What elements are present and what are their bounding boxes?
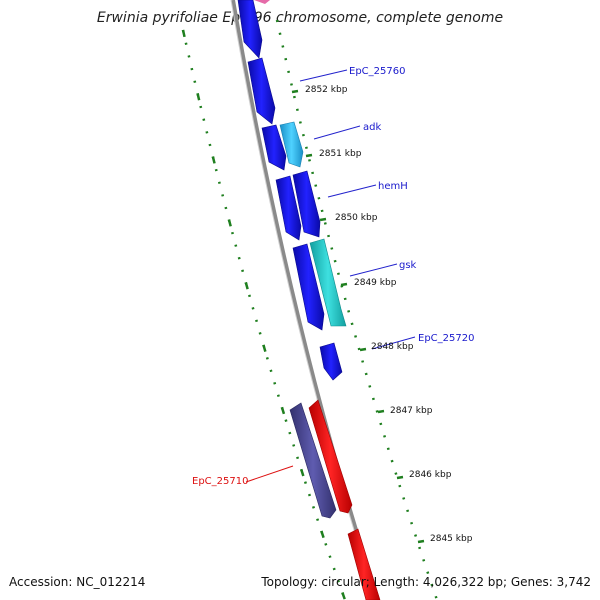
gene-label: gsk [399,260,417,271]
gene-arrow-blue [261,124,287,171]
leader-line [371,336,416,350]
kbp-tick [396,475,404,480]
kbp-label: 2851 kbp [319,149,362,159]
gene-arrow-red-bottom [347,528,381,600]
kbp-tick [305,153,313,158]
leader-line [327,184,377,198]
genome-backbone [231,0,380,600]
kbp-label: 2846 kbp [409,470,452,480]
kbp-label: 2848 kbp [371,342,414,352]
gene-arrow-blue-EpC_25720 [319,342,343,381]
gene-arrow-red [308,399,353,514]
kbp-label: 2845 kbp [430,534,473,544]
kbp-label: 2849 kbp [354,278,397,288]
gene-arrow-pink-fragment [254,0,270,4]
gene-arrow-cyan-adk [279,121,304,168]
leader-line [299,69,348,82]
gene-arrow-blue [247,57,276,125]
kbp-label: 2852 kbp [305,85,348,95]
genome-backbone-highlight [230,0,377,600]
gene-arrow-teal-gsk [309,238,347,327]
kbp-tick [319,217,327,222]
gene-arrow-blue-hemH [292,170,321,238]
kbp-label: 2850 kbp [335,213,378,223]
gene-label: EpC_25720 [418,333,474,344]
gene-arrow-blue-top [237,0,263,59]
kbp-tick [377,409,385,414]
kbp-tick [359,347,367,352]
outer-tick-rail [275,19,439,600]
gene-arrow-purple-EpC_25710 [289,402,337,519]
topology-text: Topology: circular; Length: 4,026,322 bp… [261,575,591,589]
kbp-tick [417,539,425,544]
kbp-tick [291,89,299,94]
kbp-tick [340,282,348,287]
gene-arrow-blue [275,175,302,241]
gene-label: EpC_25760 [349,66,405,77]
gene-label: adk [363,122,381,133]
gene-label: hemH [378,181,408,192]
map-title: Erwinia pyrifoliae Ep1/96 chromosome, co… [96,10,504,26]
leader-line [349,263,398,277]
gene-arrow-blue [292,243,325,331]
gene-label: EpC_25710 [192,476,248,487]
kbp-label: 2847 kbp [390,406,433,416]
leader-line [313,125,361,140]
accession-text: Accession: NC_012214 [9,575,146,589]
leader-line [245,465,294,483]
kbp-major-ticks [291,89,425,544]
